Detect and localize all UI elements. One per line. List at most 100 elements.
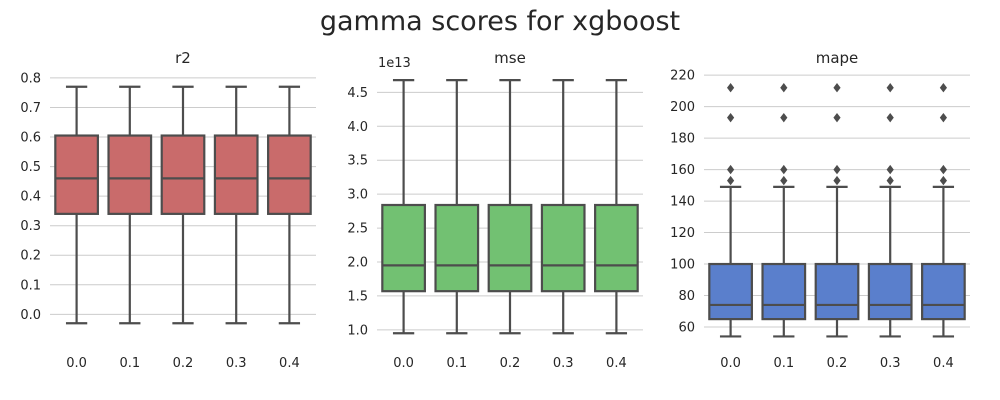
mse-panel-title: mse	[494, 49, 526, 67]
mape-y-tick-label: 80	[678, 289, 695, 304]
mape-outlier-point	[833, 112, 841, 123]
r2-y-tick-label: 0.3	[20, 219, 41, 234]
mse-y-tick-label: 1.0	[347, 323, 368, 338]
mape-x-tick-label: 0.3	[880, 356, 901, 371]
mape-iqr-box	[761, 262, 807, 321]
r2-iqr-box	[213, 134, 259, 215]
mse-boxes	[381, 79, 639, 335]
mape-x-tick-label: 0.2	[827, 356, 848, 371]
mse-x-tick-label: 0.2	[500, 356, 521, 371]
mape-x-tick-labels: 0.0 0.1 0.2 0.3 0.4	[720, 356, 953, 371]
r2-panel-title: r2	[175, 49, 191, 67]
mse-y-tick-label: 3.0	[347, 188, 368, 203]
r2-box-0.2	[160, 85, 206, 325]
mse-x-tick-labels: 0.0 0.1 0.2 0.3 0.4	[393, 356, 626, 371]
mape-iqr-box	[814, 262, 860, 321]
r2-x-tick-label: 0.4	[279, 356, 300, 371]
mape-outlier-point	[833, 83, 841, 93]
mape-iqr-box	[867, 262, 913, 321]
mape-outlier-point	[939, 83, 947, 93]
mse-iqr-box	[487, 203, 533, 293]
r2-y-tick-labels: 0.0 0.1 0.2 0.3 0.4 0.5 0.6 0.7 0.8	[20, 71, 41, 322]
r2-y-tick-label: 0.0	[20, 308, 41, 323]
mse-x-tick-label: 0.0	[393, 356, 414, 371]
mape-outlier-point	[780, 83, 788, 93]
r2-y-tick-label: 0.2	[20, 249, 41, 264]
mape-y-tick-label: 60	[678, 320, 695, 335]
mape-box-0.0	[708, 83, 753, 338]
r2-x-tick-label: 0.1	[119, 356, 140, 371]
mape-outlier-point	[886, 112, 894, 123]
mse-box-0.1	[434, 79, 480, 335]
mape-outlier-point	[886, 83, 894, 93]
mse-y-tick-labels: 1.0 1.5 2.0 2.5 3.0 3.5 4.0 4.5	[347, 86, 368, 339]
mape-x-tick-label: 0.1	[773, 356, 794, 371]
r2-boxes	[54, 85, 312, 325]
mape-outlier-point	[780, 175, 788, 186]
mape-outlier-point	[833, 175, 841, 186]
mape-y-tick-label: 100	[670, 258, 695, 273]
mse-y-tick-label: 2.0	[347, 256, 368, 271]
mse-y-tick-label: 4.0	[347, 120, 368, 135]
mse-iqr-box	[381, 203, 426, 293]
mse-x-tick-label: 0.3	[553, 356, 574, 371]
mape-outlier-point	[727, 175, 735, 186]
mape-outlier-point	[833, 164, 841, 175]
mape-y-tick-label: 140	[670, 195, 695, 210]
mse-iqr-box	[540, 203, 586, 293]
mse-box-0.2	[487, 79, 533, 335]
r2-y-tick-label: 0.6	[20, 131, 41, 146]
mape-box-0.2	[814, 83, 860, 338]
mape-y-tick-labels: 60 80 100 120 140 160 180 200 220	[670, 69, 695, 336]
mape-y-tick-label: 200	[670, 100, 695, 115]
mape-outlier-point	[886, 175, 894, 186]
mape-box-0.4	[921, 83, 966, 338]
r2-x-tick-label: 0.0	[66, 356, 87, 371]
r2-x-tick-label: 0.3	[226, 356, 247, 371]
mape-box-0.1	[761, 83, 807, 338]
r2-y-tick-label: 0.5	[20, 160, 41, 175]
mse-y-tick-label: 2.5	[347, 222, 368, 237]
r2-y-tick-label: 0.1	[20, 278, 41, 293]
mse-y-tick-label: 4.5	[347, 86, 368, 101]
mape-y-tick-label: 120	[670, 226, 695, 241]
r2-iqr-box	[267, 134, 312, 215]
mape-outlier-point	[727, 164, 735, 175]
r2-x-tick-label: 0.2	[173, 356, 194, 371]
mse-iqr-box	[594, 203, 639, 293]
mape-boxes	[708, 83, 966, 338]
mape-y-tick-label: 160	[670, 163, 695, 178]
r2-y-tick-label: 0.8	[20, 71, 41, 86]
mape-box-0.3	[867, 83, 913, 338]
mape-outlier-point	[886, 164, 894, 175]
mape-y-tick-label: 220	[670, 69, 695, 84]
mape-iqr-box	[708, 262, 753, 321]
mse-box-0.4	[594, 79, 639, 335]
mape-x-tick-label: 0.4	[933, 356, 954, 371]
mape-y-tick-label: 180	[670, 132, 695, 147]
r2-box-0.0	[54, 85, 99, 325]
mape-outlier-point	[727, 83, 735, 93]
mape-outlier-point	[939, 175, 947, 186]
mse-x-tick-label: 0.1	[446, 356, 467, 371]
mape-iqr-box	[921, 262, 966, 321]
r2-box-0.4	[267, 85, 312, 325]
mse-box-0.3	[540, 79, 586, 335]
mape-outlier-point	[780, 112, 788, 123]
mape-outlier-point	[939, 112, 947, 123]
r2-iqr-box	[54, 134, 99, 215]
mse-offset-label: 1e13	[378, 56, 411, 71]
mse-iqr-box	[434, 203, 480, 293]
r2-box-0.1	[107, 85, 153, 325]
mape-x-tick-label: 0.0	[720, 356, 741, 371]
r2-panel: r2 0.0 0.1 0.2 0.3 0.4 0.5 0.6 0.7 0.8 0.0 0.1 0.2…	[20, 49, 316, 371]
mse-box-0.0	[381, 79, 426, 335]
mse-y-tick-label: 1.5	[347, 289, 368, 304]
mse-x-tick-label: 0.4	[606, 356, 627, 371]
r2-iqr-box	[107, 134, 153, 215]
mape-outlier-point	[939, 164, 947, 175]
r2-iqr-box	[160, 134, 206, 215]
figure-title: gamma scores for xgboost	[320, 6, 680, 37]
mape-outlier-point	[727, 112, 735, 123]
